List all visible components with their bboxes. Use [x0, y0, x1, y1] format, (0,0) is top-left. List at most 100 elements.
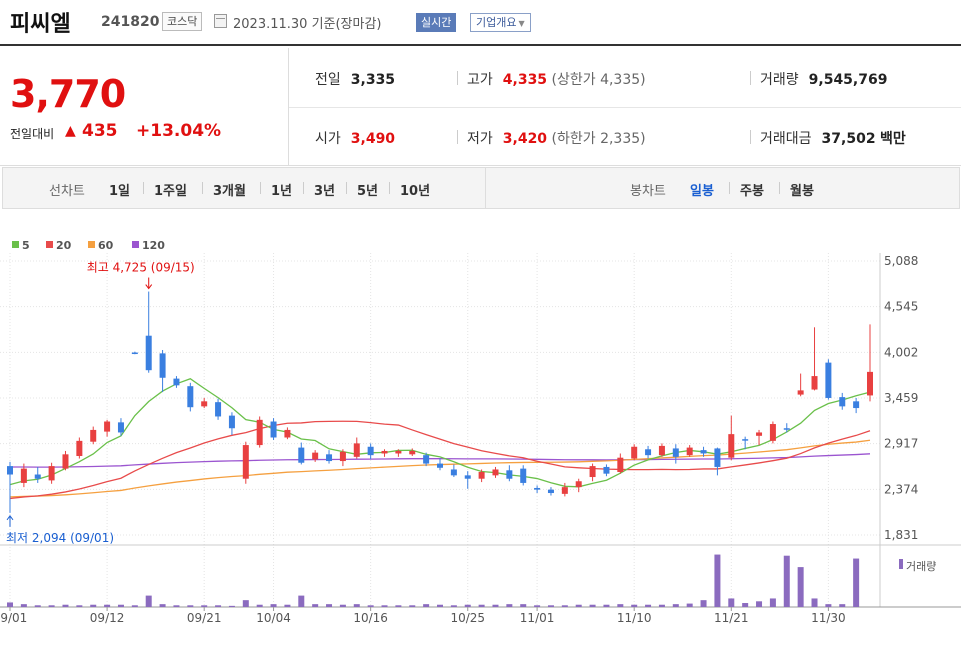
x-tick-label: 09/01 [0, 611, 27, 625]
candle-body [339, 451, 346, 462]
volume-bar [825, 604, 832, 607]
stock-header: 피씨엘 241820 코스닥 2023.11.30 기준(장마감) 실시간 기업… [0, 0, 961, 46]
volume-bar [492, 604, 499, 607]
volume-bar [298, 595, 305, 607]
volume-bar [62, 604, 69, 607]
low-price: 저가 3,420 (하한가 2,335) [467, 128, 646, 148]
volume-bar [645, 604, 652, 607]
candle-body [7, 466, 13, 475]
trade-amount: 거래대금 37,502 백만 [760, 128, 906, 148]
x-tick-label: 11/10 [617, 611, 652, 625]
tab-weekly[interactable]: 주봉 [740, 184, 764, 199]
amount-value: 37,502 [821, 131, 876, 147]
separator [457, 130, 458, 144]
volume-bar [603, 604, 610, 607]
volume-bar [215, 605, 222, 607]
tab-10years[interactable]: 10년 [400, 184, 431, 199]
realtime-button[interactable]: 실시간 [416, 13, 457, 32]
tab-daily[interactable]: 일봉 [690, 184, 714, 199]
candle-body [437, 463, 443, 468]
volume-bar [756, 601, 763, 607]
volume-bar [811, 598, 818, 607]
candle-body [769, 424, 776, 441]
candle-body [270, 421, 277, 438]
divider [485, 168, 486, 208]
candle-body [506, 470, 513, 479]
candle-body [686, 447, 693, 456]
current-price: 3,770 [10, 72, 126, 116]
y-tick-label: 4,002 [884, 345, 918, 359]
candle-body [215, 402, 222, 417]
tab-monthly[interactable]: 월봉 [790, 184, 814, 199]
candle-body [589, 466, 596, 478]
volume-bar [48, 605, 55, 607]
volume-bar [853, 558, 860, 607]
volume-bar [575, 604, 582, 607]
stock-code: 241820 [101, 14, 160, 30]
volume-bar [242, 600, 249, 607]
change-percent: +13.04% [136, 121, 222, 141]
volume-bar [520, 604, 527, 607]
amount-unit: 백만 [880, 131, 906, 147]
x-tick-label: 11/30 [811, 611, 846, 625]
y-tick-label: 4,545 [884, 300, 918, 314]
candle-body [48, 466, 55, 481]
legend-ma60: 60 [88, 239, 113, 252]
tab-3years[interactable]: 3년 [314, 184, 336, 199]
volume-bar [534, 605, 541, 607]
legend-swatch [132, 241, 139, 248]
volume-bar [783, 555, 790, 607]
candle-body [811, 376, 818, 390]
tab-3months[interactable]: 3개월 [213, 184, 246, 199]
company-overview-button[interactable]: 기업개요 ▼ [470, 13, 531, 32]
volume-bar [769, 598, 776, 607]
volume-bar [437, 604, 443, 607]
candle-body [645, 449, 652, 456]
volume-bar [228, 605, 235, 607]
separator [750, 130, 751, 144]
separator [389, 182, 390, 194]
date-text: 2023.11.30 기준(장마감) [233, 17, 382, 32]
candle-body [797, 390, 804, 395]
separator [260, 182, 261, 194]
volume-bar [173, 605, 180, 607]
candle-body [478, 471, 485, 479]
volume-bar [797, 567, 804, 607]
volume-bar [423, 604, 430, 607]
volume-bar [34, 605, 41, 607]
volume-bar [76, 605, 83, 607]
candle-body [617, 457, 624, 472]
candle-body [131, 352, 138, 355]
candle-body [561, 487, 568, 494]
volume-bar [686, 603, 693, 607]
candle-body [853, 401, 860, 409]
volume-bar [617, 604, 624, 607]
lower-limit: (하한가 2,335) [551, 131, 646, 147]
candle-body [700, 450, 707, 454]
candle-body [395, 450, 402, 454]
x-tick-label: 10/16 [353, 611, 388, 625]
volume-bar [7, 602, 13, 607]
volume-bar [284, 604, 291, 607]
volume-bar [131, 605, 138, 607]
divider [289, 107, 961, 108]
candle-body [658, 445, 665, 456]
y-tick-label: 5,088 [884, 254, 918, 268]
volume-bar [187, 605, 194, 607]
candle-body [534, 487, 541, 490]
candle-body [159, 353, 166, 378]
tab-1day[interactable]: 1일 [109, 184, 131, 199]
tab-1year[interactable]: 1년 [271, 184, 293, 199]
low-annotation: 최저 2,094 (09/01) [6, 531, 114, 545]
volume-bar [409, 605, 416, 607]
quote-panel: 3,770 전일대비 ▲ 435 +13.04% 전일 3,335 고가 4,335… [0, 48, 961, 166]
low-value: 3,420 [502, 131, 548, 147]
candlestick-chart: 5,088 4,545 4,002 3,459 2,917 2,374 1,831 09/01… [0, 253, 961, 625]
ma5-line [9, 378, 871, 488]
separator [729, 182, 730, 194]
tab-5years[interactable]: 5년 [357, 184, 379, 199]
x-tick-label: 10/25 [450, 611, 485, 625]
ma20-line [9, 420, 871, 500]
tab-1week[interactable]: 1주일 [154, 184, 187, 199]
volume-bar [117, 604, 124, 607]
